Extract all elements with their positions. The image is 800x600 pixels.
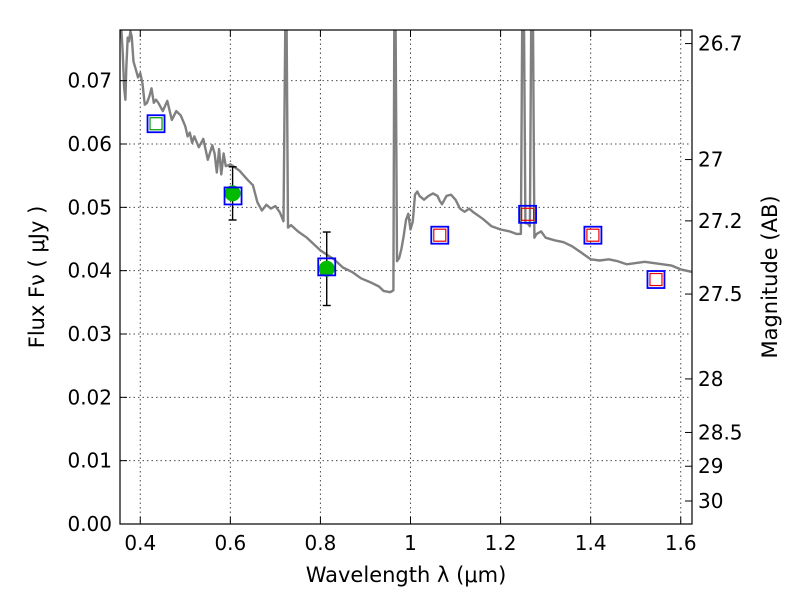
model-photometry-square xyxy=(430,225,450,245)
model-sed-line xyxy=(120,30,692,294)
axis-ticks: 0.4 0.6 0.8 1 1.2 1.4 1.6 0.00 0.01 0.02 0.03 0.04 0… xyxy=(67,30,743,555)
y-tick-label: 0.00 xyxy=(67,512,112,536)
mag-tick-label: 27 xyxy=(698,148,723,172)
detection-point xyxy=(318,260,335,277)
x-tick-label: 0.8 xyxy=(305,531,337,555)
x-tick-label: 0.6 xyxy=(214,531,246,555)
y-tick-label: 0.02 xyxy=(67,385,112,409)
plot-frame xyxy=(119,29,693,525)
x-tick-label: 1.6 xyxy=(665,531,697,555)
model-photometry-square xyxy=(646,270,666,289)
observed-square-marker xyxy=(149,117,163,131)
x-tick-label: 1 xyxy=(404,531,417,555)
y-tick-label: 0.01 xyxy=(67,449,112,473)
grid-lines xyxy=(120,30,692,524)
y-tick-label: 0.06 xyxy=(67,132,112,156)
mag-tick-label: 30 xyxy=(698,489,723,513)
y-tick-label: 0.04 xyxy=(67,259,112,283)
mag-tick-label: 27.5 xyxy=(698,282,743,306)
y2-axis-label: Magnitude (AB) xyxy=(758,195,782,358)
model-spectrum-layer xyxy=(120,30,692,294)
model-photometry-square xyxy=(583,225,603,245)
x-axis-label: Wavelength λ (μm) xyxy=(306,563,507,587)
mag-tick-label: 28.5 xyxy=(698,420,743,444)
y-tick-label: 0.03 xyxy=(67,322,112,346)
mag-tick-label: 27.2 xyxy=(698,209,743,233)
mag-tick-label: 26.7 xyxy=(698,32,743,56)
x-tick-label: 0.4 xyxy=(124,531,156,555)
photometry-markers-layer xyxy=(146,114,666,307)
mag-tick-label: 28 xyxy=(698,367,723,391)
mag-tick-label: 29 xyxy=(698,454,723,478)
y-axis-label: Flux Fν ( μJy ) xyxy=(25,206,49,349)
model-photometry-square xyxy=(146,114,166,134)
x-tick-label: 1.4 xyxy=(575,531,607,555)
model-photometry-square xyxy=(317,257,337,277)
x-tick-label: 1.2 xyxy=(485,531,517,555)
observed-square-marker xyxy=(433,228,447,242)
observed-square-marker xyxy=(586,228,600,242)
observed-square-marker xyxy=(521,207,535,221)
model-photometry-square xyxy=(223,186,243,206)
y-tick-label: 0.07 xyxy=(67,69,112,93)
observed-square-marker xyxy=(649,272,663,287)
y-tick-label: 0.05 xyxy=(67,195,112,219)
model-photometry-square xyxy=(518,204,538,224)
